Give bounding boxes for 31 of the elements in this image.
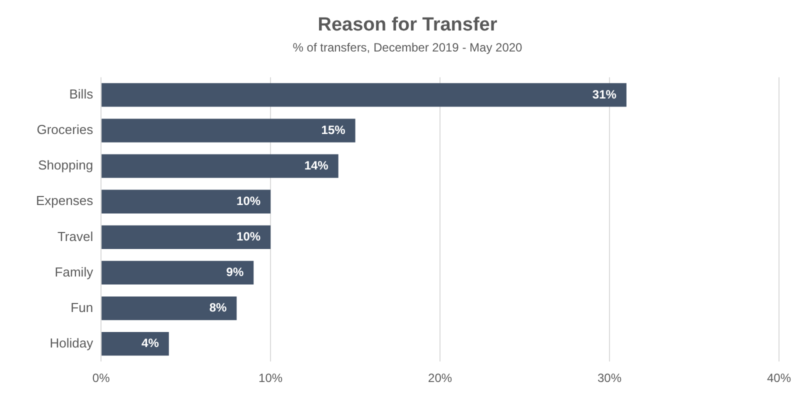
- chart-title: Reason for Transfer: [318, 14, 498, 36]
- data-label: 8%: [209, 300, 227, 315]
- data-label: 31%: [592, 87, 617, 102]
- x-tick-label: 10%: [258, 371, 283, 386]
- y-tick-label: Family: [54, 264, 94, 280]
- bar: [102, 190, 271, 214]
- y-tick-label: Bills: [69, 86, 94, 102]
- bar: [102, 154, 338, 178]
- y-tick-label: Travel: [57, 228, 94, 244]
- bar: [102, 260, 254, 285]
- data-label: 15%: [321, 122, 346, 137]
- chart-subtitle: % of transfers, December 2019 - May 2020: [292, 40, 523, 54]
- y-tick-label: Holiday: [50, 335, 94, 350]
- y-tick-label: Fun: [70, 300, 94, 315]
- bar: [102, 332, 169, 356]
- bar: [102, 296, 237, 320]
- x-tick-label: 40%: [766, 371, 792, 386]
- x-tick-label: 20%: [428, 371, 452, 386]
- data-label: 10%: [236, 194, 261, 208]
- x-tick-label: 0%: [92, 371, 110, 386]
- y-tick-label: Shopping: [38, 158, 94, 173]
- x-tick-label: 30%: [598, 371, 622, 386]
- y-tick-label: Expenses: [36, 193, 94, 208]
- data-label: 4%: [142, 336, 160, 350]
- bar: [102, 118, 356, 142]
- bar: [102, 225, 271, 249]
- bar: [102, 83, 626, 107]
- data-label: 10%: [236, 229, 261, 244]
- y-tick-label: Groceries: [36, 122, 94, 138]
- data-label: 14%: [304, 158, 329, 172]
- data-label: 9%: [226, 265, 244, 280]
